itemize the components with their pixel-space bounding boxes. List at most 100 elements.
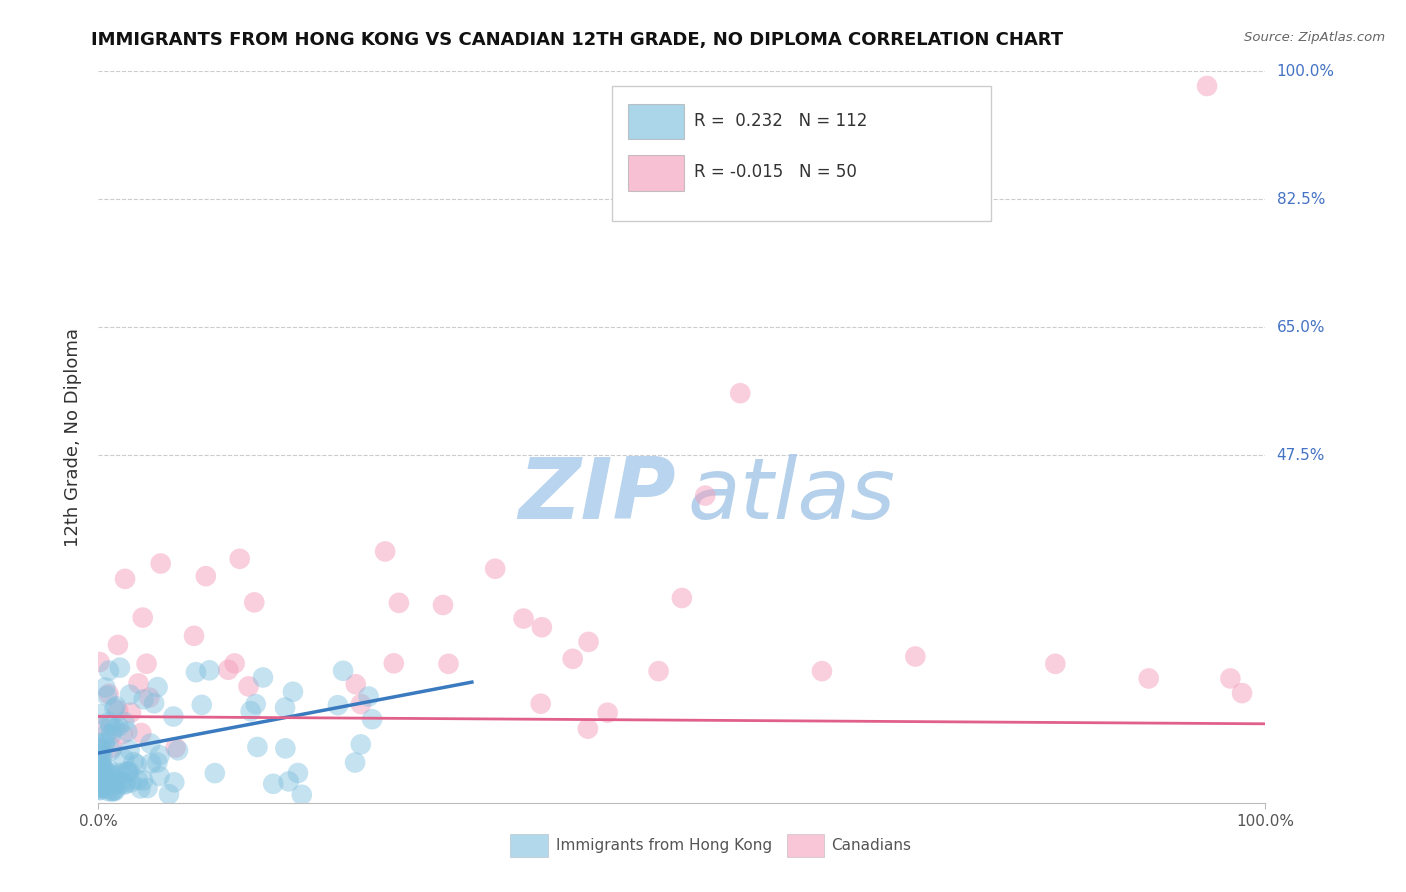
Point xyxy=(98,715,121,730)
Point xyxy=(93,776,115,790)
Point xyxy=(89,780,111,795)
Point xyxy=(361,712,384,726)
Point xyxy=(163,775,186,789)
Point xyxy=(576,722,599,736)
Point xyxy=(108,766,131,780)
FancyBboxPatch shape xyxy=(510,833,548,857)
Point xyxy=(91,764,114,779)
Point xyxy=(100,743,122,757)
Point xyxy=(89,764,111,778)
Point xyxy=(114,572,136,586)
Point xyxy=(695,489,717,503)
Point xyxy=(93,773,115,788)
Point xyxy=(132,692,155,706)
Point xyxy=(596,706,619,720)
Point xyxy=(262,777,284,791)
Point xyxy=(139,756,162,771)
Point xyxy=(132,773,155,788)
Point xyxy=(120,775,142,789)
Text: atlas: atlas xyxy=(688,454,896,537)
Point xyxy=(98,664,121,678)
Point xyxy=(274,700,297,714)
Point xyxy=(484,562,506,576)
Point xyxy=(217,663,239,677)
Point xyxy=(93,775,115,789)
Point xyxy=(149,557,172,571)
Point xyxy=(350,697,373,711)
Point xyxy=(1045,657,1067,671)
Point xyxy=(1230,686,1253,700)
Point xyxy=(89,781,111,796)
Point xyxy=(162,709,184,723)
Point xyxy=(198,664,221,678)
Point xyxy=(127,676,149,690)
Point xyxy=(104,774,127,789)
Point xyxy=(730,386,752,401)
Point xyxy=(94,737,117,751)
Point xyxy=(146,756,169,770)
Text: Canadians: Canadians xyxy=(831,838,911,853)
Point xyxy=(96,777,118,791)
Point xyxy=(530,620,553,634)
Point xyxy=(120,688,142,702)
Point xyxy=(91,764,114,778)
Point xyxy=(146,680,169,694)
Point xyxy=(90,773,112,788)
Point xyxy=(281,684,304,698)
Point xyxy=(277,774,299,789)
Point xyxy=(93,777,115,791)
Point xyxy=(89,773,111,788)
Point xyxy=(89,655,111,669)
Point xyxy=(135,657,157,671)
Point xyxy=(165,740,187,755)
Point xyxy=(117,724,139,739)
Point xyxy=(89,747,111,761)
Point xyxy=(437,657,460,671)
Point xyxy=(100,768,122,782)
Point xyxy=(89,783,111,797)
Text: Source: ZipAtlas.com: Source: ZipAtlas.com xyxy=(1244,31,1385,45)
Point xyxy=(89,779,111,793)
Point xyxy=(115,764,138,779)
FancyBboxPatch shape xyxy=(787,833,824,857)
Point xyxy=(94,763,117,777)
Point xyxy=(647,664,669,678)
Point xyxy=(671,591,693,605)
Point xyxy=(89,772,111,786)
Point xyxy=(89,782,111,797)
Point xyxy=(194,569,217,583)
Point xyxy=(90,756,112,770)
Point xyxy=(91,761,114,775)
Text: R =  0.232   N = 112: R = 0.232 N = 112 xyxy=(693,112,868,130)
Point xyxy=(245,697,267,711)
Point xyxy=(101,783,124,797)
Point xyxy=(94,774,117,789)
FancyBboxPatch shape xyxy=(628,104,685,139)
Point xyxy=(184,665,207,680)
Point xyxy=(89,743,111,757)
Point xyxy=(139,737,162,751)
Point xyxy=(122,755,145,769)
Point xyxy=(107,720,129,734)
Point xyxy=(129,781,152,796)
Point xyxy=(94,681,117,695)
Point xyxy=(512,611,534,625)
Point xyxy=(110,777,132,791)
Point xyxy=(167,743,190,757)
Point xyxy=(96,726,118,740)
Point xyxy=(561,652,583,666)
Point xyxy=(382,657,405,671)
Point xyxy=(107,704,129,718)
Point xyxy=(101,740,124,755)
Point xyxy=(89,707,111,722)
Point xyxy=(127,772,149,787)
Point xyxy=(138,690,160,705)
Point xyxy=(157,787,180,801)
Point xyxy=(108,660,131,674)
Point xyxy=(530,697,553,711)
Point xyxy=(287,766,309,780)
Y-axis label: 12th Grade, No Diploma: 12th Grade, No Diploma xyxy=(63,327,82,547)
Point xyxy=(90,747,112,761)
Text: IMMIGRANTS FROM HONG KONG VS CANADIAN 12TH GRADE, NO DIPLOMA CORRELATION CHART: IMMIGRANTS FROM HONG KONG VS CANADIAN 12… xyxy=(91,31,1063,49)
Text: 65.0%: 65.0% xyxy=(1277,320,1324,334)
